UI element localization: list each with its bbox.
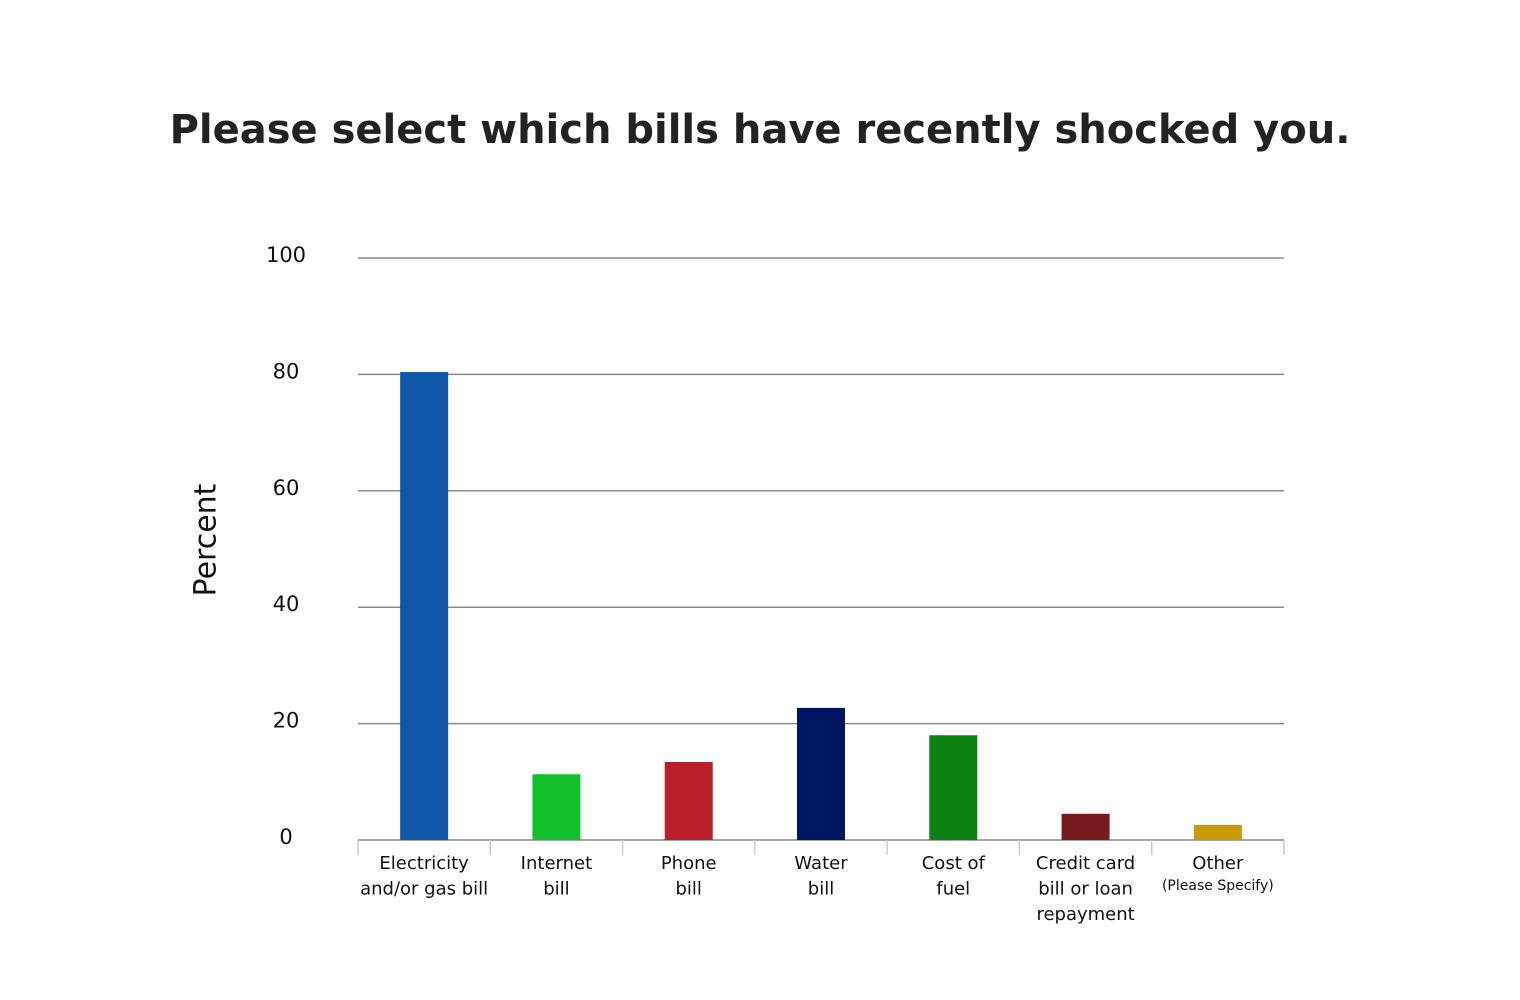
x-tick-label: Internet bbox=[521, 853, 592, 874]
bar bbox=[532, 774, 581, 840]
bar bbox=[664, 762, 713, 840]
x-tick-label: and/or gas bill bbox=[360, 879, 488, 900]
x-tick-label: bill bbox=[675, 879, 701, 900]
y-axis-label: Percent bbox=[189, 483, 224, 596]
chart-title: Please select which bills have recently … bbox=[170, 107, 1351, 153]
x-tick-label: Other bbox=[1192, 853, 1244, 874]
x-tick-label: fuel bbox=[936, 879, 970, 900]
y-tick-label: 60 bbox=[273, 476, 300, 500]
y-tick-label: 100 bbox=[266, 243, 306, 267]
x-tick-label: bill or loan bbox=[1038, 879, 1133, 900]
y-tick-label: 20 bbox=[273, 709, 300, 733]
x-tick-label: Electricity bbox=[379, 853, 469, 874]
y-tick-label: 0 bbox=[279, 825, 292, 849]
x-tick-label: bill bbox=[543, 879, 569, 900]
bar bbox=[929, 735, 978, 840]
bar bbox=[400, 372, 449, 840]
x-tick-label: Phone bbox=[661, 853, 717, 874]
x-tick-label: Water bbox=[794, 853, 848, 874]
bar bbox=[797, 707, 845, 840]
x-tick-label: repayment bbox=[1036, 904, 1134, 925]
x-tick-label: Cost of bbox=[922, 853, 986, 874]
x-tick-label: (Please Specify) bbox=[1162, 878, 1274, 894]
bar bbox=[1193, 824, 1242, 840]
y-tick-label: 80 bbox=[273, 359, 300, 383]
x-tick-label: bill bbox=[808, 879, 834, 900]
y-tick-label: 40 bbox=[273, 592, 300, 616]
bar bbox=[1061, 813, 1110, 840]
x-tick-label: Credit card bbox=[1036, 853, 1135, 874]
